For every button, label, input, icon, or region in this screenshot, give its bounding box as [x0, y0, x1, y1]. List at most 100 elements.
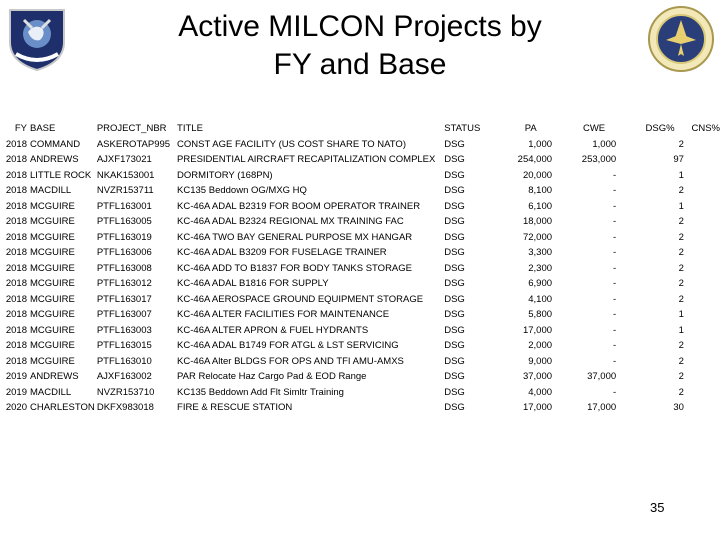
base-cell: MCGUIRE: [29, 200, 75, 212]
base-cell: MACDILL: [29, 386, 72, 398]
base-cell: MCGUIRE: [29, 278, 75, 289]
project-nbr-cell: PTFL163008: [96, 262, 152, 274]
title-cell: KC-46A ADAL B1749 FOR ATGL & LST SERVICI…: [177, 340, 399, 351]
table-row: 2018 ANDREWS AJXF173021 PRESIDENTIAL AIRCRA…: [4, 152, 720, 168]
status-cell: DSG: [444, 386, 465, 398]
cns-percent-cell: [684, 199, 720, 215]
project-nbr-cell: NKAK153001: [96, 169, 155, 181]
cwe-cell: -: [612, 247, 617, 258]
fy-cell: 2018: [5, 293, 27, 305]
cns-percent-cell: [684, 230, 720, 246]
status-cell: DSG: [444, 247, 465, 258]
cns-percent-cell: [684, 292, 720, 308]
fy-cell: 2018: [5, 340, 27, 351]
right-seal-logo: [646, 4, 716, 74]
table-row: 2018 MCGUIRE PTFL163019 KC-46A TWO BAY GENE…: [4, 230, 720, 246]
pa-cell: 4,000: [528, 386, 553, 398]
dsg-percent-cell: 1: [678, 169, 684, 181]
pa-cell: 20,000: [522, 169, 553, 181]
status-cell: DSG: [444, 355, 465, 367]
status-cell: DSG: [444, 216, 465, 227]
cwe-cell: 253,000: [581, 154, 617, 165]
pa-cell: 254,000: [517, 154, 553, 165]
dsg-percent-cell: 2: [678, 340, 684, 351]
pa-cell: 72,000: [522, 231, 553, 243]
project-nbr-cell: PTFL163003: [96, 324, 152, 336]
cwe-cell: 1,000: [592, 138, 617, 150]
title-cell: KC135 Beddown OG/MXG HQ: [177, 185, 307, 196]
project-nbr-cell: PTFL163017: [96, 293, 152, 305]
table-row: 2018 LITTLE ROCK NKAK153001 DORMITORY (168P…: [4, 168, 720, 184]
status-cell: DSG: [444, 154, 465, 165]
table-row: 2018 MCGUIRE PTFL163012 KC-46A ADAL B1816 F…: [4, 276, 720, 292]
project-nbr-cell: DKFX983018: [96, 402, 154, 413]
title-cell: DORMITORY (168PN): [177, 169, 273, 181]
title-cell: KC-46A TWO BAY GENERAL PURPOSE MX HANGAR: [177, 231, 413, 243]
col-header-status: STATUS: [444, 123, 481, 134]
cns-percent-cell: [684, 152, 720, 168]
cwe-cell: -: [612, 262, 617, 274]
base-cell: COMMAND: [29, 138, 81, 150]
status-cell: DSG: [444, 262, 465, 274]
dsg-percent-cell: 30: [673, 402, 684, 413]
fy-cell: 2018: [5, 216, 27, 227]
pa-cell: 3,300: [528, 247, 553, 258]
project-nbr-cell: AJXF163002: [96, 371, 152, 382]
cns-percent-cell: [684, 261, 720, 277]
cwe-cell: -: [612, 231, 617, 243]
fy-cell: 2018: [5, 200, 27, 212]
base-cell: MCGUIRE: [29, 309, 75, 320]
dsg-percent-cell: 1: [678, 200, 684, 212]
cns-percent-cell: [684, 183, 720, 199]
title-cell: KC-46A Alter BLDGS FOR OPS AND TFI AMU-A…: [177, 355, 404, 367]
table-row: 2018 MCGUIRE PTFL163015 KC-46A ADAL B1749 F…: [4, 338, 720, 354]
base-cell: MCGUIRE: [29, 231, 75, 243]
cwe-cell: 17,000: [587, 402, 617, 413]
status-cell: DSG: [444, 324, 465, 336]
title-cell: KC135 Beddown Add Flt Simltr Training: [177, 386, 344, 398]
base-cell: MCGUIRE: [29, 355, 75, 367]
table-row: 2018 MACDILL NVZR153711 KC135 Beddown OG/MX…: [4, 183, 720, 199]
cns-percent-cell: [684, 307, 720, 323]
status-cell: DSG: [444, 340, 465, 351]
table-row: 2018 MCGUIRE PTFL163005 KC-46A ADAL B2324 R…: [4, 214, 720, 230]
cwe-cell: -: [612, 200, 617, 212]
fy-cell: 2020: [5, 402, 27, 413]
table-row: 2018 MCGUIRE PTFL163008 KC-46A ADD TO B1837…: [4, 261, 720, 277]
table-row: 2018 MCGUIRE PTFL163007 KC-46A ALTER FACILI…: [4, 307, 720, 323]
cns-percent-cell: [684, 168, 720, 184]
pa-cell: 17,000: [522, 402, 553, 413]
fy-cell: 2018: [5, 262, 27, 274]
pa-cell: 8,100: [528, 185, 553, 196]
col-header-fy: FY: [14, 123, 27, 134]
table-row: 2018 MCGUIRE PTFL163003 KC-46A ALTER APRON …: [4, 323, 720, 339]
project-nbr-cell: NVZR153711: [96, 185, 154, 196]
cwe-cell: -: [612, 309, 617, 320]
pa-cell: 4,100: [528, 293, 553, 305]
table-row: 2018 MCGUIRE PTFL163001 KC-46A ADAL B2319 F…: [4, 199, 720, 215]
pa-cell: 37,000: [522, 371, 553, 382]
title-cell: CONST AGE FACILITY (US COST SHARE TO NAT…: [177, 138, 406, 150]
table-row: 2018 COMMAND ASKEROTAP995 CONST AGE FACILIT…: [4, 137, 720, 153]
project-nbr-cell: AJXF173021: [96, 154, 152, 165]
title-cell: KC-46A ADAL B2324 REGIONAL MX TRAINING F…: [177, 216, 404, 227]
status-cell: DSG: [444, 402, 465, 413]
cns-percent-cell: [684, 338, 720, 354]
base-cell: MCGUIRE: [29, 324, 75, 336]
cns-percent-cell: [684, 385, 720, 401]
cwe-cell: 37,000: [587, 371, 617, 382]
title-cell: FIRE & RESCUE STATION: [177, 402, 293, 413]
title-cell: KC-46A AEROSPACE GROUND EQUIPMENT STORAG…: [177, 293, 424, 305]
dsg-percent-cell: 2: [678, 231, 684, 243]
pa-cell: 9,000: [528, 355, 553, 367]
page-title: Active MILCON Projects by FY and Base: [178, 10, 542, 81]
base-cell: MCGUIRE: [29, 247, 75, 258]
fy-cell: 2018: [5, 154, 27, 165]
cwe-cell: -: [612, 216, 617, 227]
title-cell: KC-46A ALTER FACILITIES FOR MAINTENANCE: [177, 309, 390, 320]
status-cell: DSG: [444, 309, 465, 320]
pa-cell: 5,800: [528, 309, 553, 320]
cwe-cell: -: [612, 386, 617, 398]
table-row: 2018 MCGUIRE PTFL163017 KC-46A AEROSPACE GR…: [4, 292, 720, 308]
table-row: 2019 ANDREWS AJXF163002 PAR Relocate Haz Ca…: [4, 369, 720, 385]
